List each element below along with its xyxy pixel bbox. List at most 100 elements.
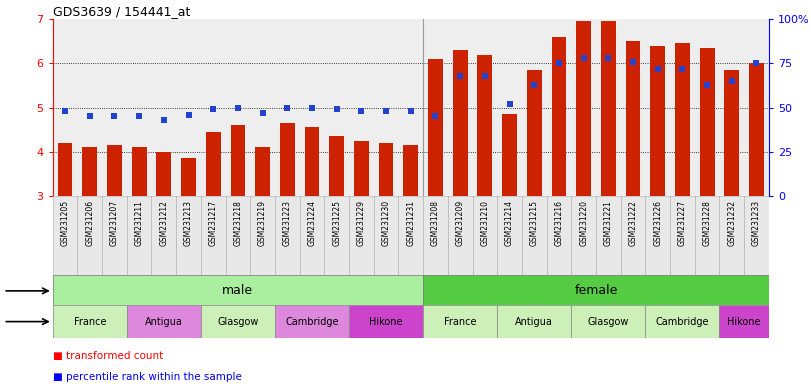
Bar (473, 196, 497, 275)
Bar (127, 19, 152, 196)
Bar (749, 63, 764, 196)
Point (701, 81, 714, 88)
Bar (448, 196, 473, 275)
Text: Cambridge: Cambridge (285, 316, 339, 327)
Bar (374, 196, 398, 275)
Text: Glasgow: Glasgow (588, 316, 629, 327)
Text: GSM231222: GSM231222 (629, 200, 637, 246)
Bar (102, 196, 127, 275)
Bar (596, 19, 620, 196)
Text: GSM231207: GSM231207 (110, 200, 119, 246)
Bar (577, 22, 591, 196)
Point (84, 113, 97, 119)
Point (108, 113, 121, 119)
Bar (53, 275, 423, 307)
Bar (152, 196, 176, 275)
Bar (670, 19, 695, 196)
Text: Antigua: Antigua (145, 316, 182, 327)
Text: GSM231221: GSM231221 (604, 200, 613, 246)
Bar (744, 196, 769, 275)
Bar (650, 46, 665, 196)
Bar (527, 70, 542, 196)
Text: Hikone: Hikone (727, 316, 761, 327)
Point (157, 117, 170, 123)
Bar (176, 19, 201, 196)
Bar (225, 19, 251, 196)
Bar (354, 141, 369, 196)
Bar (478, 55, 492, 196)
Bar (497, 305, 571, 338)
Bar (571, 196, 596, 275)
Text: GSM231229: GSM231229 (357, 200, 366, 246)
Bar (571, 305, 646, 338)
Bar (349, 305, 423, 338)
Bar (700, 48, 714, 196)
Bar (299, 19, 324, 196)
Bar (225, 196, 251, 275)
Bar (53, 196, 77, 275)
Bar (596, 196, 620, 275)
Bar (551, 37, 566, 196)
Point (380, 108, 393, 114)
Bar (255, 147, 270, 196)
Bar (646, 305, 719, 338)
Text: GSM231226: GSM231226 (653, 200, 663, 246)
Bar (423, 305, 497, 338)
Point (651, 66, 664, 72)
Point (256, 110, 269, 116)
Bar (127, 196, 152, 275)
Point (182, 111, 195, 118)
Bar (724, 70, 739, 196)
Bar (379, 143, 393, 196)
Point (207, 106, 220, 113)
Bar (349, 196, 374, 275)
Text: male: male (222, 285, 254, 297)
Bar (398, 19, 423, 196)
Bar (280, 123, 294, 196)
Bar (620, 196, 646, 275)
Bar (719, 196, 744, 275)
Point (552, 60, 565, 66)
Text: Hikone: Hikone (369, 316, 403, 327)
Text: GSM231206: GSM231206 (85, 200, 94, 246)
Text: France: France (444, 316, 476, 327)
Text: GSM231230: GSM231230 (382, 200, 391, 246)
Point (528, 81, 541, 88)
Bar (176, 196, 201, 275)
Bar (620, 19, 646, 196)
Text: GSM231232: GSM231232 (727, 200, 736, 246)
Bar (53, 19, 77, 196)
Bar (324, 196, 349, 275)
Bar (53, 305, 127, 338)
Text: GSM231209: GSM231209 (456, 200, 465, 246)
Text: GSM231231: GSM231231 (406, 200, 415, 246)
Bar (719, 305, 769, 338)
Bar (522, 196, 547, 275)
Bar (473, 19, 497, 196)
Bar (77, 19, 102, 196)
Bar (181, 158, 196, 196)
Point (133, 113, 146, 119)
Text: GSM231212: GSM231212 (159, 200, 169, 246)
Bar (497, 196, 522, 275)
Bar (201, 196, 225, 275)
Bar (58, 143, 72, 196)
Text: ■ transformed count: ■ transformed count (53, 351, 163, 361)
Bar (675, 43, 690, 196)
Bar (547, 196, 571, 275)
Text: GSM231228: GSM231228 (702, 200, 711, 246)
Point (627, 58, 640, 65)
Bar (646, 196, 670, 275)
Bar (127, 305, 201, 338)
Text: Glasgow: Glasgow (217, 316, 259, 327)
Text: GSM231225: GSM231225 (333, 200, 341, 246)
Bar (374, 19, 398, 196)
Bar (206, 132, 221, 196)
Bar (230, 125, 245, 196)
Bar (329, 136, 344, 196)
Text: GSM231208: GSM231208 (431, 200, 440, 246)
Point (355, 108, 368, 114)
Text: GDS3639 / 154441_at: GDS3639 / 154441_at (53, 5, 190, 18)
Bar (275, 305, 349, 338)
Text: GSM231224: GSM231224 (307, 200, 316, 246)
